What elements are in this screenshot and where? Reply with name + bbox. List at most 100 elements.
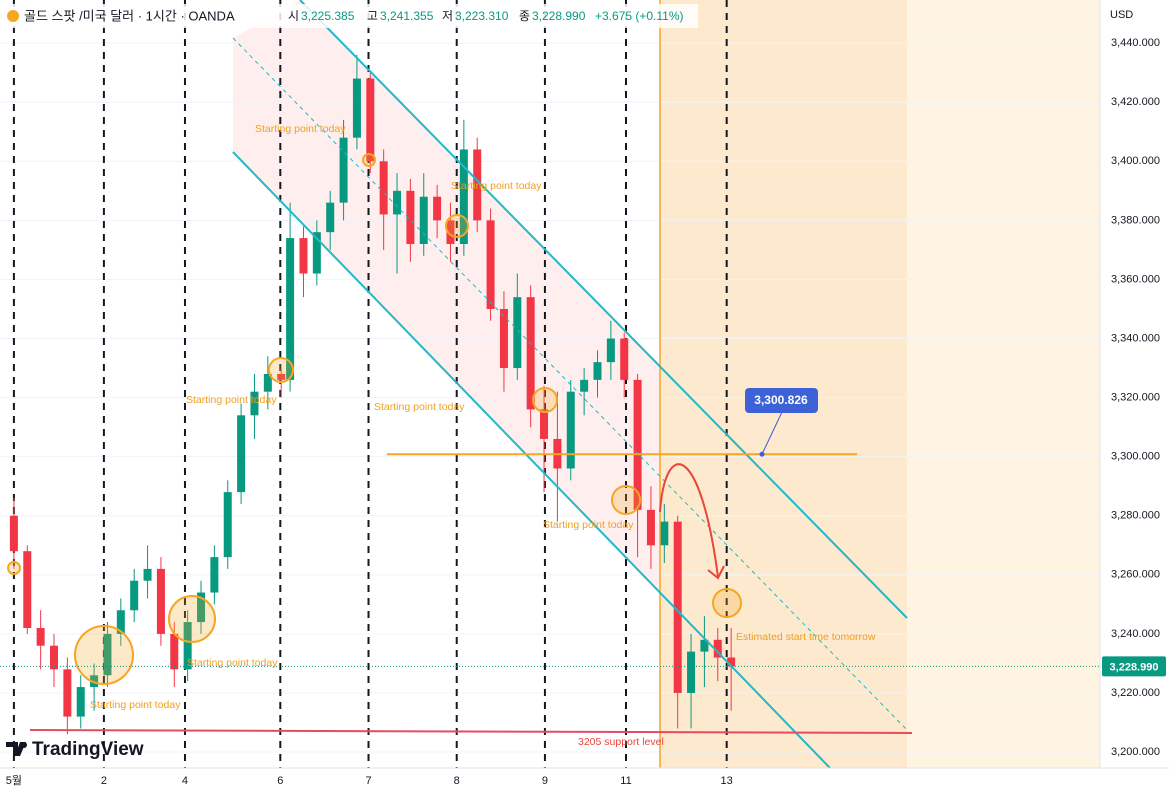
circle [7,561,21,575]
candle-body [660,521,669,546]
callout-dot [759,451,765,457]
annotation: Starting point today [90,699,181,711]
candle-body [446,220,455,244]
circle [168,595,216,643]
x-tick-label: 11 [620,775,631,787]
candle-body [263,373,272,392]
ohlc-value: 3,225.385 [301,9,355,23]
watermark-text: TradingView [32,739,144,760]
y-tick-label: 3,200.000 [1111,746,1160,758]
candle-body [326,202,335,233]
candle-body [473,149,482,221]
candle-body [526,297,535,410]
candle-body [143,568,152,581]
ohlc-label: 고 [367,9,378,23]
y-tick-label: 3,260.000 [1111,569,1160,581]
callout-box [745,388,818,413]
candle-body [90,675,99,688]
logo-dot [21,742,27,748]
candle-body [223,492,232,558]
candle-body [633,379,642,510]
x-tick-label: 13 [721,775,733,787]
arrow-head [707,565,725,580]
candle-body [156,568,165,634]
channel-mid [232,37,908,731]
ohlc-value: 3,223.310 [455,9,509,23]
y-tick-label: 3,320.000 [1111,391,1160,403]
candle-body [713,639,722,658]
y-tick-label: 3,340.000 [1111,332,1160,344]
candle-body [513,297,522,369]
candle-body [540,409,549,439]
candle-body [620,338,629,380]
y-tick-label: 3,240.000 [1111,628,1160,640]
annotation: Estimated start time tomorrow [736,631,876,643]
candle-body [646,509,655,546]
circle [611,485,641,515]
circle [445,214,469,238]
candle-body [393,190,402,215]
candle-body [339,137,348,203]
y-tick-label: 3,360.000 [1111,273,1160,285]
grid-layer [0,0,1100,768]
candle-body [673,521,682,693]
ohlc-value: 3,241.355 [380,9,434,23]
background-layer [233,0,1100,768]
circles [7,153,742,685]
x-tick-label: 2 [101,775,107,787]
candle-body [352,78,361,138]
annotation: Starting point today [543,519,634,531]
candle-body [366,78,375,162]
candle-body [277,373,286,380]
forecast-box [660,0,907,768]
channel-lower [232,151,831,769]
support-line [29,729,913,734]
drawings-layer [7,0,913,769]
candle-body [419,196,428,244]
symbol-icon [7,10,19,22]
candle-body [197,592,206,623]
circle [532,387,558,413]
ohlc-label: 종 [519,9,530,23]
change: +3.675 (+0.11%) [595,9,684,23]
channel-upper [299,0,908,619]
candle-body [286,238,295,380]
currency: USD [1110,9,1133,21]
y-tick-label: 3,220.000 [1111,687,1160,699]
symbol: 골드 스팟 /미국 달러 · 1시간 · OANDA [24,8,235,23]
candle-body [459,149,468,244]
candle-body [566,391,575,469]
candle-body [103,633,112,676]
candle-body [700,639,709,652]
callout-text: 3,300.826 [754,393,808,407]
callout-line [761,411,783,455]
candle-body [379,161,388,215]
candle-body [299,238,308,274]
candle-body [210,557,219,593]
header-bg [2,4,698,28]
candle-body [9,515,18,552]
candle-body [593,362,602,380]
candle-body [183,622,192,670]
candle-body [76,687,85,717]
annotation: Starting point today [255,123,346,135]
x-tick-label: 9 [542,775,548,787]
candle-body [250,391,259,416]
candle-body [170,633,179,670]
annotation: Starting point today [186,394,277,406]
candle-body [312,232,321,274]
candle-body [433,196,442,221]
x-tick-label: 8 [454,775,460,787]
channel-fill [233,0,660,593]
candle-body [580,379,589,392]
candle-body [36,627,45,646]
labels-layer: 3,300.826 Starting point today Starting po… [0,123,1100,748]
candle-body [406,190,415,244]
circle [268,357,294,383]
x-tick-label: 6 [277,775,283,787]
ohlc-value: 3,228.990 [532,9,586,23]
annotation: 3205 support level [578,736,664,748]
candle-body [237,415,246,493]
